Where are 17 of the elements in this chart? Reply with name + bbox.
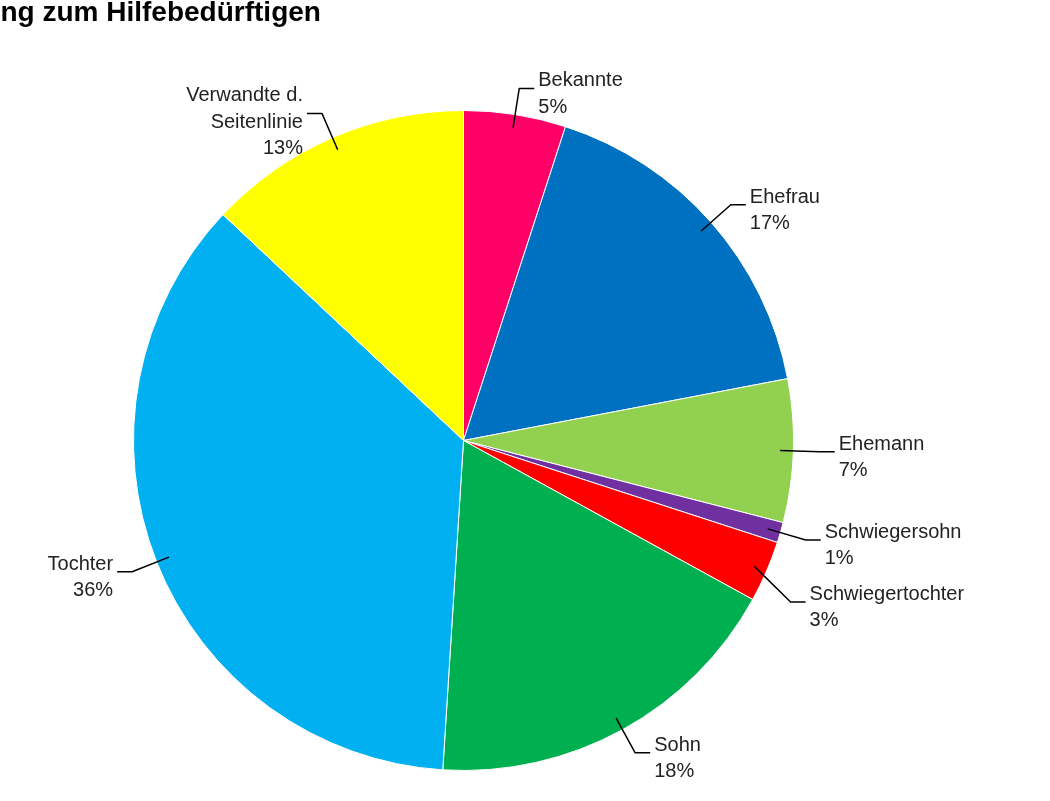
slice-label: Sohn (654, 732, 701, 755)
slice-label: Schwiegertochter (809, 581, 965, 604)
data-label: 18% (654, 759, 695, 782)
data-label: 7% (838, 458, 868, 481)
slice-label: Ehemann (838, 431, 925, 454)
data-label: 36% (73, 578, 114, 601)
slice-label: Schwiegersohn (824, 519, 962, 542)
data-label: 17% (749, 211, 791, 234)
data-label: 13% (262, 136, 304, 159)
data-label: 1% (824, 546, 854, 569)
slice-label: Tochter (47, 551, 114, 574)
slice-label: Bekannte (538, 68, 623, 91)
chart-title: ng zum Hilfebedürftigen (0, 0, 321, 27)
data-label: 5% (538, 94, 568, 117)
slice-label: Verwandte d. Seitenlinie (186, 83, 303, 132)
data-label: 3% (809, 608, 839, 631)
slice-label: Ehefrau (749, 184, 820, 207)
